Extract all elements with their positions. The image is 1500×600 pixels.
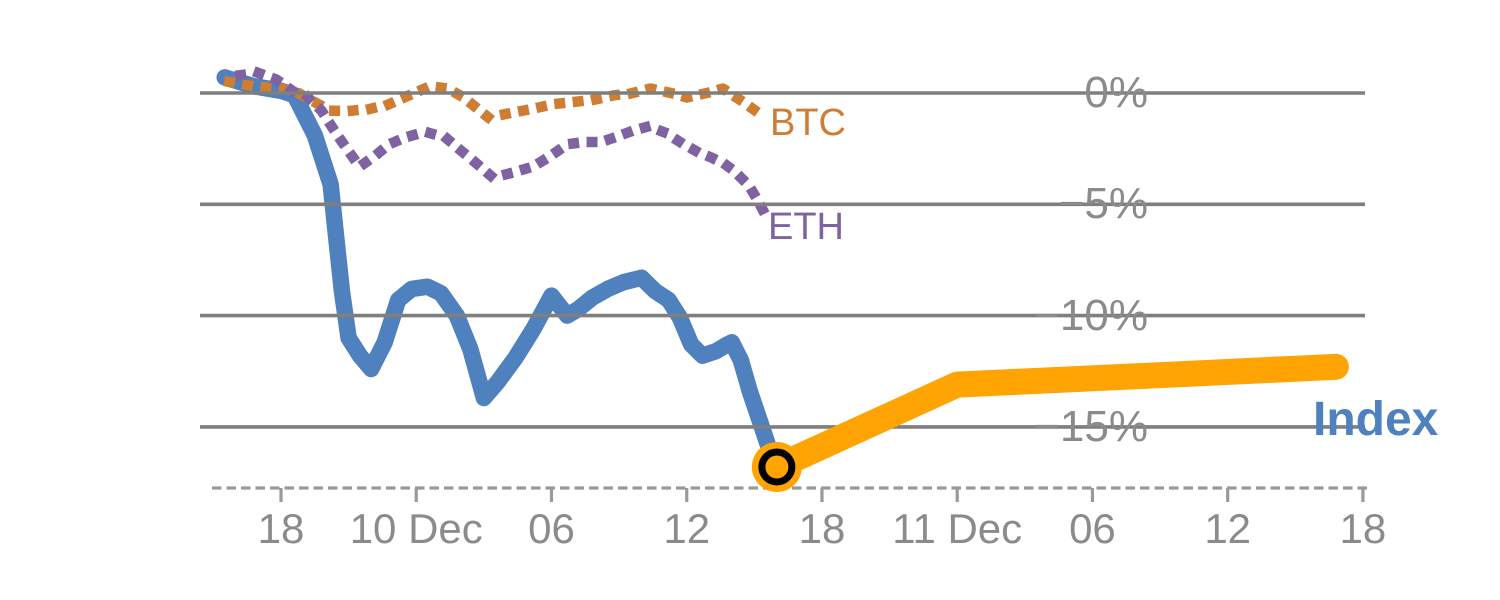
y-axis-label: −15% [1034, 401, 1148, 451]
x-axis-label: 12 [1204, 505, 1252, 552]
index-line [216, 69, 786, 476]
x-axis-label: 18 [1339, 505, 1387, 552]
index-series-label: Index [1313, 393, 1439, 446]
x-axis-label: 11 Dec [892, 505, 1023, 552]
current-point-marker [758, 448, 796, 486]
y-axis-label: −10% [1034, 290, 1148, 340]
x-axis-label: 18 [798, 505, 846, 552]
x-axis-label: 18 [257, 505, 305, 552]
y-axis-label: 0% [1084, 68, 1148, 117]
eth-series-label: ETH [768, 206, 844, 248]
x-axis-label: 12 [663, 505, 711, 552]
forecast-line [763, 353, 1349, 480]
y-axis-label: −5% [1058, 179, 1148, 229]
btc-series-label: BTC [770, 102, 846, 144]
x-axis-label: 10 Dec [349, 505, 483, 552]
x-axis-label: 06 [528, 505, 575, 552]
x-axis-label: 06 [1069, 505, 1116, 552]
eth-line [234, 67, 773, 223]
